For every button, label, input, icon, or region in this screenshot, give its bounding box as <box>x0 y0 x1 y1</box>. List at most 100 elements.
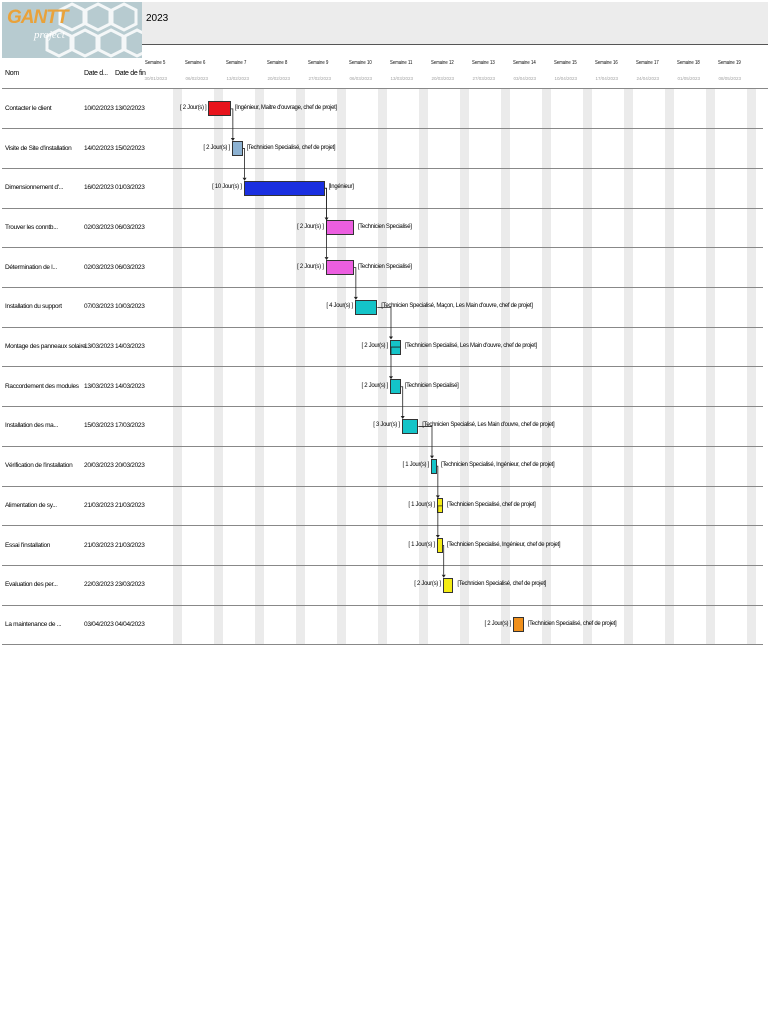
task-bar[interactable] <box>389 339 401 355</box>
dependency-line <box>242 148 245 178</box>
task-bar[interactable] <box>325 220 354 236</box>
task-name: Montage des panneaux solaire <box>5 343 86 351</box>
week-label: Semaine 5 <box>144 60 165 66</box>
task-resources: [Technicien Specialisé, chef de projet] <box>527 620 617 627</box>
task-start-date: 02/03/2023 <box>84 263 114 271</box>
task-duration: [ 1 Jour(s) ] <box>408 541 435 548</box>
task-name: Visite de Site d'installation <box>5 144 72 152</box>
task-end-date: 14/03/2023 <box>115 343 145 351</box>
task-bar[interactable] <box>436 538 443 554</box>
row-divider <box>2 445 763 447</box>
dependency-line <box>400 386 404 416</box>
task-end-date: 13/02/2023 <box>115 104 145 112</box>
task-start-date: 03/04/2023 <box>84 620 114 628</box>
task-duration: [ 1 Jour(s) ] <box>402 462 430 469</box>
week-label: Semaine 17 <box>636 60 660 66</box>
task-name: Trouver les conntb... <box>5 223 58 231</box>
row-divider <box>2 207 763 209</box>
column-header-end: Date de fin <box>115 70 146 77</box>
week-label: Semaine 14 <box>513 60 537 66</box>
task-resources: [Technicien Specialisé, chef de projet] <box>457 581 547 588</box>
task-name: Vérification de l'installation <box>5 462 73 470</box>
task-start-date: 21/03/2023 <box>84 501 114 509</box>
week-label: Semaine 18 <box>677 60 701 66</box>
task-name: La maintenance de ... <box>5 620 62 628</box>
task-end-date: 14/03/2023 <box>115 382 145 390</box>
week-date: 10/04/2023 <box>554 76 578 81</box>
task-resources: [Technicien Specialisé, chef de projet] <box>446 501 536 508</box>
task-duration: [ 3 Jour(s) ] <box>373 422 400 429</box>
task-start-date: 21/03/2023 <box>84 541 114 549</box>
task-duration: [ 2 Jour(s) ] <box>361 343 389 350</box>
task-bar[interactable] <box>325 260 354 276</box>
task-start-date: 13/03/2023 <box>84 343 114 351</box>
row-divider <box>2 167 763 169</box>
week-label: Semaine 15 <box>554 60 578 66</box>
week-date: 17/04/2023 <box>595 76 619 81</box>
week-label: Semaine 8 <box>267 60 288 66</box>
row-divider <box>2 525 763 527</box>
ganttproject-logo: GANTT project <box>2 2 142 58</box>
task-start-date: 16/02/2023 <box>84 184 114 192</box>
task-name: Installation des ma... <box>5 422 59 430</box>
task-duration: [ 2 Jour(s) ] <box>484 620 512 627</box>
week-date: 20/03/2023 <box>431 76 455 81</box>
task-resources: [Technicien Specialisé] <box>404 382 459 389</box>
task-end-date: 04/04/2023 <box>115 620 145 628</box>
task-bar[interactable] <box>243 180 325 196</box>
task-end-date: 06/03/2023 <box>115 223 145 231</box>
task-end-date: 21/03/2023 <box>115 541 145 549</box>
task-name: Installation du support <box>5 303 62 311</box>
task-bar[interactable] <box>231 141 243 157</box>
task-duration: [ 2 Jour(s) ] <box>203 144 230 151</box>
task-end-date: 01/03/2023 <box>115 184 145 192</box>
task-end-date: 20/03/2023 <box>115 462 145 470</box>
task-name: Evaluation des per... <box>5 581 58 589</box>
task-name: Dimensionnement d'... <box>5 184 64 192</box>
task-start-date: 07/03/2023 <box>84 303 114 311</box>
dependency-line <box>230 108 234 139</box>
task-start-date: 13/03/2023 <box>84 382 114 390</box>
task-bar[interactable] <box>436 498 443 514</box>
task-duration: [ 2 Jour(s) ] <box>414 581 441 588</box>
task-name: Alimentation de sy... <box>5 501 57 509</box>
week-label: Semaine 19 <box>718 60 742 66</box>
week-date: 01/05/2023 <box>677 76 701 81</box>
week-label: Semaine 9 <box>308 60 329 66</box>
hexagon-pattern-icon <box>45 2 142 58</box>
task-bar[interactable] <box>389 379 401 395</box>
header-divider <box>2 88 768 89</box>
task-resources: [Technicien Specialisé, chef de projet] <box>246 144 336 151</box>
week-date: 06/03/2023 <box>349 76 373 81</box>
week-label: Semaine 6 <box>185 60 206 66</box>
task-duration: [ 1 Jour(s) ] <box>408 501 435 508</box>
task-name: Essai l'installation <box>5 541 51 549</box>
week-date: 08/05/2023 <box>718 76 742 81</box>
task-bar[interactable] <box>430 458 437 474</box>
task-end-date: 10/03/2023 <box>115 303 145 311</box>
task-bar[interactable] <box>442 577 454 593</box>
task-bar[interactable] <box>401 418 419 434</box>
task-bar[interactable] <box>208 101 231 117</box>
week-label: Semaine 7 <box>226 60 247 66</box>
logo-subtitle: project <box>34 29 65 41</box>
task-end-date: 15/02/2023 <box>115 144 145 152</box>
task-name: Détermination de l... <box>5 263 57 271</box>
task-bar[interactable] <box>512 617 524 633</box>
task-start-date: 14/02/2023 <box>84 144 114 152</box>
task-start-date: 22/03/2023 <box>84 581 114 589</box>
task-start-date: 02/03/2023 <box>84 223 114 231</box>
task-end-date: 06/03/2023 <box>115 263 145 271</box>
task-end-date: 17/03/2023 <box>115 422 145 430</box>
row-divider <box>2 326 763 328</box>
task-name: Contacter le client <box>5 104 52 112</box>
week-date: 27/03/2023 <box>472 76 496 81</box>
task-bar[interactable] <box>354 299 378 315</box>
week-date: 24/04/2023 <box>636 76 660 81</box>
row-divider <box>2 128 763 130</box>
row-divider <box>2 644 763 646</box>
task-resources: [Ingénieur, Maitre d'ouvrage, chef de pr… <box>234 104 337 111</box>
row-divider <box>2 366 763 368</box>
task-end-date: 21/03/2023 <box>115 501 145 509</box>
task-duration: [ 2 Jour(s) ] <box>297 263 324 270</box>
